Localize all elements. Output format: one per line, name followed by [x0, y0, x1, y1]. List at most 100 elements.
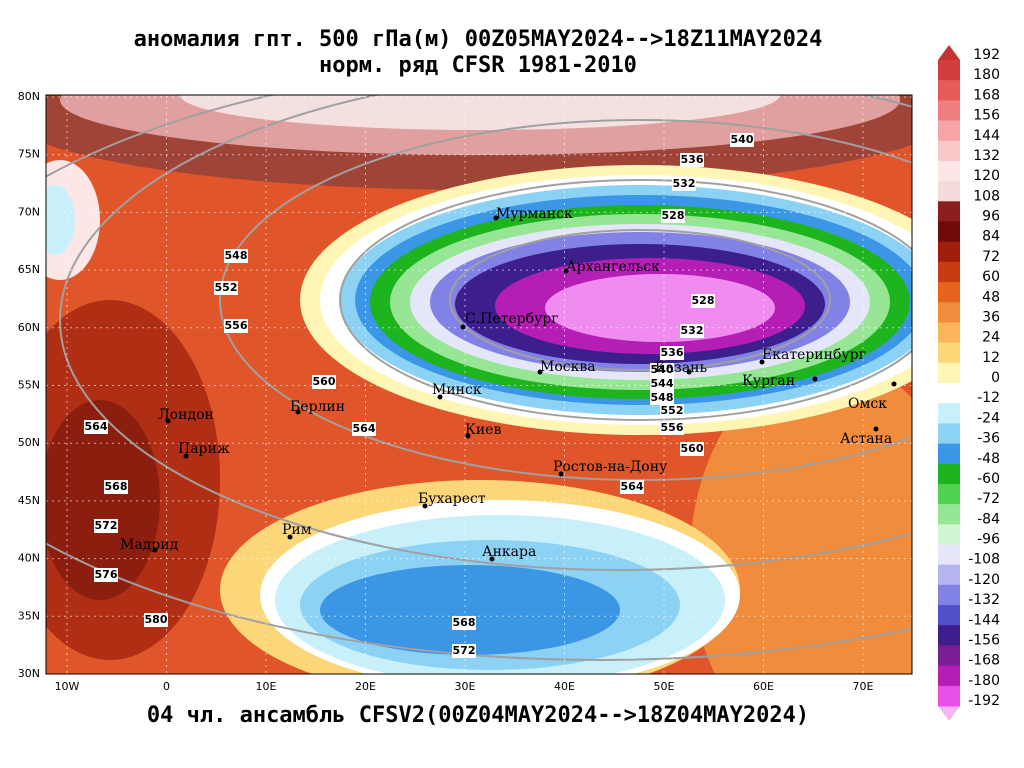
- contour-label: 564: [352, 422, 376, 436]
- colorbar-segment: [938, 443, 960, 465]
- map-field: [46, 95, 912, 674]
- colorbar-segment: [938, 80, 960, 101]
- colorbar-top-arrow: [938, 45, 960, 60]
- colorbar-segment: [938, 160, 960, 182]
- colorbar-segment: [938, 564, 960, 586]
- contour-label-box: [730, 133, 754, 147]
- contour-label: 548: [224, 249, 248, 263]
- colorbar-bottom-arrow: [938, 706, 960, 721]
- colorbar-label: 84: [982, 229, 1000, 245]
- contour-label-text: 568: [453, 616, 476, 629]
- contour-label-box: [660, 346, 684, 360]
- contour-label-text: 536: [661, 346, 684, 359]
- colorbar-segment: [938, 544, 960, 566]
- city-dot: [422, 503, 428, 509]
- city-label: Бухарест: [418, 491, 486, 507]
- colorbar-label: -36: [977, 431, 1000, 447]
- contour-label: 536: [660, 346, 684, 360]
- contour-label-text: 548: [651, 391, 674, 404]
- city-label: Минск: [432, 382, 482, 398]
- contour-label-box: [224, 319, 248, 333]
- contour-label: 528: [691, 294, 715, 308]
- contour-label: 528: [661, 209, 685, 223]
- colorbar-label: -96: [977, 532, 1000, 548]
- city-label: Берлин: [290, 399, 345, 415]
- lat-label: 80N: [18, 90, 40, 103]
- contour-label: 536: [680, 153, 704, 167]
- colorbar-label: -60: [977, 471, 1000, 487]
- contour-label-text: 528: [662, 209, 685, 222]
- contour-label-text: 536: [681, 153, 704, 166]
- contour-label-box: [104, 480, 128, 494]
- colorbar-segment: [938, 605, 960, 626]
- city-label: Курган: [742, 373, 795, 389]
- colorbar-segment: [938, 362, 960, 384]
- colorbar-segment: [938, 140, 960, 162]
- title-line-2: норм. ряд CFSR 1981-2010: [319, 53, 637, 78]
- contour-label-box: [680, 442, 704, 456]
- contour-label-box: [452, 616, 476, 630]
- contour-label-text: 528: [692, 294, 715, 307]
- colorbar-segment: [938, 625, 960, 646]
- colorbar-segment: [938, 463, 960, 485]
- city-dot: [759, 359, 765, 365]
- contour-label-text: 556: [661, 421, 684, 434]
- colorbar-segment: [938, 241, 960, 263]
- colorbar-label: 72: [982, 249, 1000, 265]
- city-label: Мурманск: [496, 206, 573, 222]
- colorbar-label: 36: [982, 309, 1000, 325]
- lat-label: 40N: [18, 552, 40, 565]
- contour-label: 568: [104, 480, 128, 494]
- contour-label-box: [312, 375, 336, 389]
- contour-label-box: [650, 391, 674, 405]
- contour-label-text: 552: [215, 281, 238, 294]
- colorbar-label: -48: [977, 451, 1000, 467]
- colorbar-label: -156: [968, 632, 1000, 648]
- contour-label-box: [620, 480, 644, 494]
- contour-label-text: 564: [621, 480, 644, 493]
- contour-label: 560: [312, 375, 336, 389]
- contour-label: 544: [650, 377, 674, 391]
- contour-label-text: 560: [681, 442, 704, 455]
- city-label: Архангельск: [566, 259, 660, 275]
- colorbar-label: -84: [977, 511, 1000, 527]
- colorbar-label: 132: [973, 148, 1000, 164]
- lat-label: 65N: [18, 263, 40, 276]
- city-dot: [537, 369, 543, 375]
- contour-label-box: [691, 294, 715, 308]
- colorbar-label: 12: [982, 350, 1000, 366]
- colorbar-label: -180: [968, 673, 1000, 689]
- city-dot: [489, 556, 495, 562]
- lat-label: 35N: [18, 609, 40, 622]
- contour-label: 540: [650, 363, 674, 377]
- contour-label-box: [660, 404, 684, 418]
- contour-label-text: 540: [731, 133, 754, 146]
- colorbar-label: 60: [982, 269, 1000, 285]
- colorbar-segment: [938, 60, 960, 81]
- contour-label: 532: [672, 177, 696, 191]
- contour-label-text: 548: [225, 249, 248, 262]
- contour-label: 564: [84, 420, 108, 434]
- city-label: Омск: [848, 396, 887, 412]
- colorbar-segment: [938, 665, 960, 687]
- colorbar-label: 180: [973, 67, 1000, 83]
- contour-label-text: 572: [453, 644, 476, 657]
- contour-label-text: 564: [353, 422, 376, 435]
- contour-label-box: [661, 209, 685, 223]
- lon-label: 20E: [355, 680, 376, 693]
- contour-label: 548: [650, 391, 674, 405]
- colorbar-label: 108: [973, 188, 1000, 204]
- colorbar-label: -108: [968, 552, 1000, 568]
- contour-label-text: 544: [651, 377, 674, 390]
- contour-label-box: [352, 422, 376, 436]
- colorbar-segment: [938, 403, 960, 424]
- colorbar-label: -144: [968, 612, 1000, 628]
- contour-label: 540: [730, 133, 754, 147]
- lon-label: 70E: [853, 680, 874, 693]
- contour-label-box: [452, 644, 476, 658]
- lat-label: 30N: [18, 667, 40, 680]
- contour-label: 572: [94, 519, 118, 533]
- lat-label: 45N: [18, 494, 40, 507]
- city-dot: [493, 215, 499, 221]
